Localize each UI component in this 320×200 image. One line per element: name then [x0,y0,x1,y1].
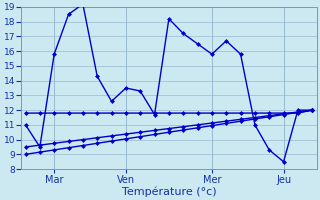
X-axis label: Température (°c): Température (°c) [122,186,216,197]
